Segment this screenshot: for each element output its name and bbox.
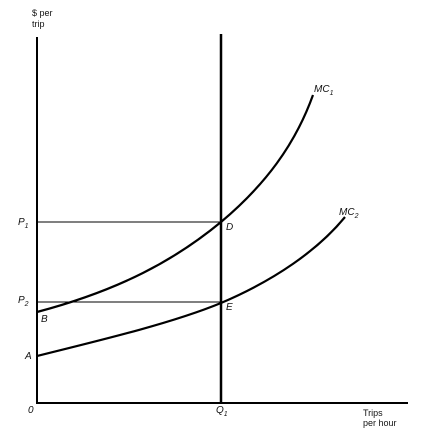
p1-label: P1	[18, 217, 29, 230]
y-axis-label-line1: $ per	[32, 8, 53, 18]
mc1-label-name: MC	[314, 84, 330, 95]
p2-label-name: P	[18, 295, 25, 306]
point-a-label: A	[24, 351, 32, 362]
y-axis-label-line2: trip	[32, 19, 45, 29]
mc2-label-sub: 2	[354, 213, 359, 220]
q1-label-name: Q	[216, 405, 224, 416]
origin-label: 0	[28, 405, 34, 416]
mc1-curve	[36, 94, 315, 314]
x-axis-label: Trips per hour	[363, 408, 397, 428]
mc1-label-sub: 1	[330, 90, 334, 97]
point-b-label: B	[41, 314, 48, 325]
q1-label: Q1	[216, 405, 228, 418]
q1-label-sub: 1	[224, 411, 228, 418]
mc2-curve	[36, 216, 346, 358]
x-axis-label-line1: Trips	[363, 408, 383, 418]
y-axis-label: $ per trip	[32, 8, 55, 29]
mc2-label: MC2	[339, 207, 359, 220]
mc2-label-name: MC	[339, 207, 355, 218]
mc1-label: MC1	[314, 84, 334, 97]
x-axis-label-line2: per hour	[363, 418, 397, 428]
p1-label-name: P	[18, 217, 25, 228]
point-d-label: D	[226, 222, 233, 233]
point-e-label: E	[226, 302, 233, 313]
p2-label: P2	[18, 295, 29, 308]
p2-label-sub: 2	[24, 301, 29, 308]
p1-label-sub: 1	[25, 223, 29, 230]
